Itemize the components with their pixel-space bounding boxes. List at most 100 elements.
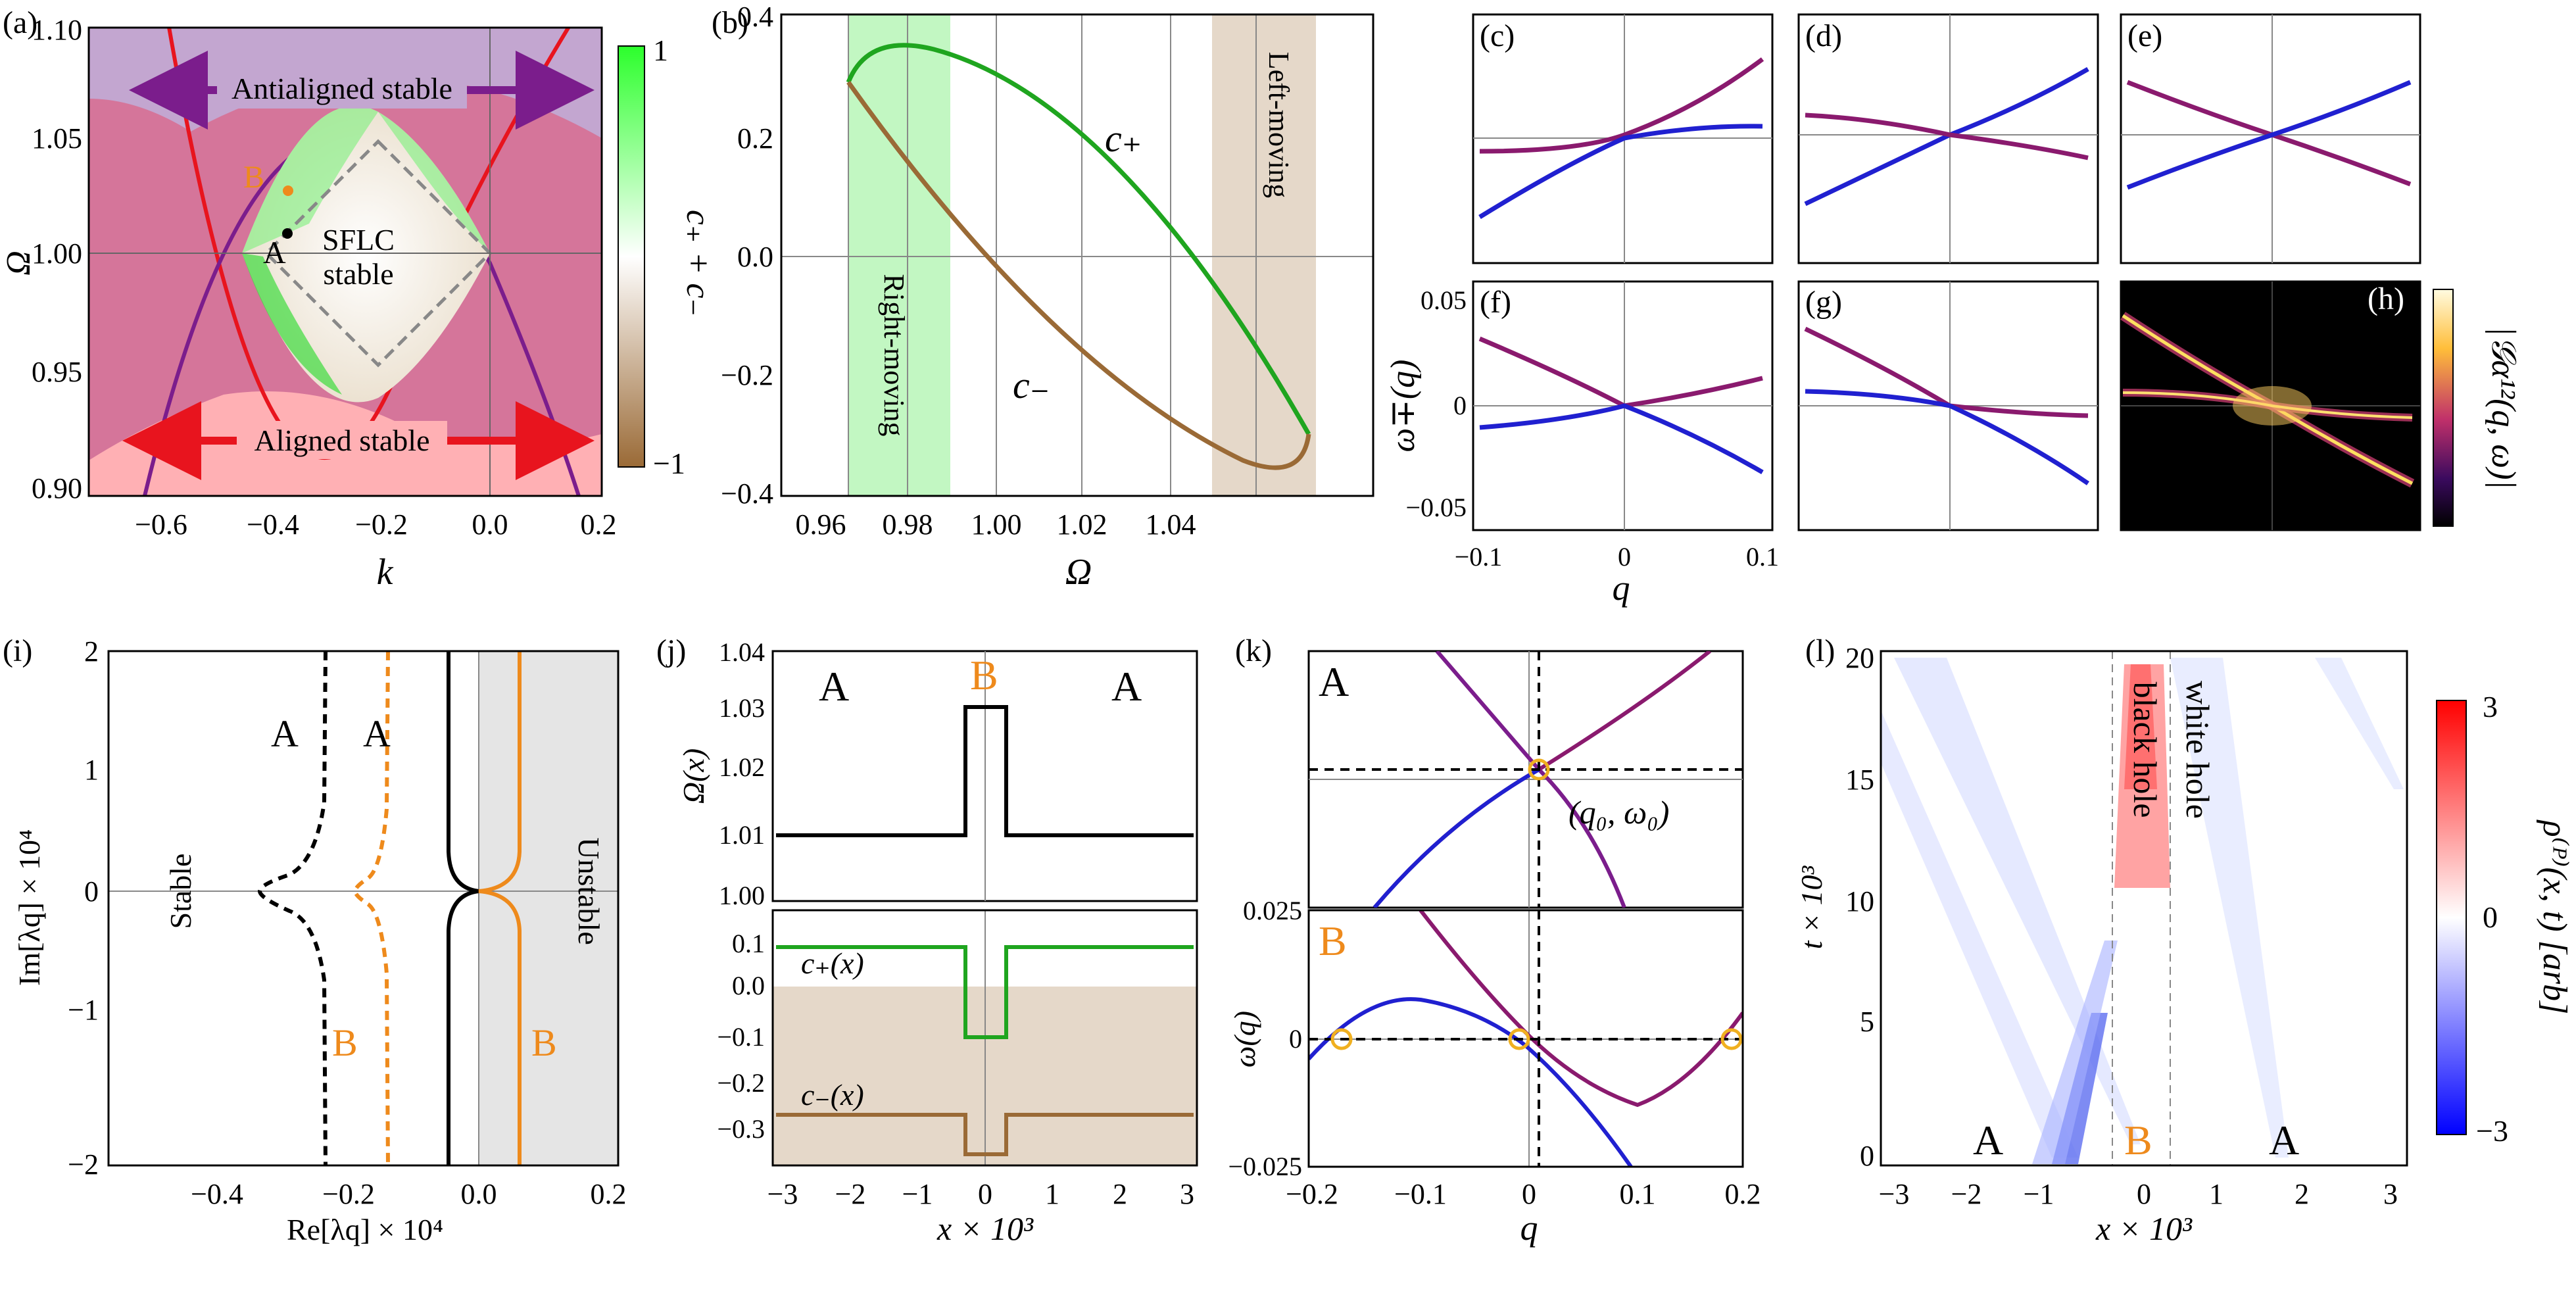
h-colorbar-label: |𝒢α¹²(q, ω)| bbox=[2485, 326, 2522, 489]
label-b1: B bbox=[332, 1021, 358, 1064]
l-colorbar-top: 3 bbox=[2483, 690, 2498, 723]
a-ytick-3: 1.00 bbox=[32, 237, 82, 270]
panel-k: (q₀, ω₀) A B (k) ω(q) q 0.025 0 −0.025 −… bbox=[1228, 633, 1761, 1248]
grid-ytick-2: 0 bbox=[1453, 391, 1467, 420]
grid-ylabel: ω∓(q) bbox=[1384, 360, 1422, 452]
j-xtick-1: −3 bbox=[767, 1178, 798, 1210]
k-xtick-2: −0.1 bbox=[1394, 1178, 1447, 1210]
a-xtick-2: −0.4 bbox=[247, 508, 299, 541]
i-ytick-4: −1 bbox=[68, 994, 99, 1026]
panel-l-colorbar bbox=[2436, 700, 2467, 1135]
point-a-marker bbox=[282, 228, 293, 239]
panel-g-label: (g) bbox=[1805, 285, 1842, 320]
j-xtick-5: 1 bbox=[1045, 1178, 1059, 1210]
k-xtick-5: 0.2 bbox=[1725, 1178, 1761, 1210]
grid-xtick-1: −0.1 bbox=[1455, 542, 1503, 572]
region-top-label: Antialigned stable bbox=[231, 72, 452, 105]
j-xtick-2: −2 bbox=[835, 1178, 866, 1210]
a-xtick-5: 0.2 bbox=[581, 508, 617, 541]
l-xtick-3: −1 bbox=[2024, 1178, 2054, 1210]
panel-a-xlabel: k bbox=[377, 552, 394, 593]
i-xtick-3: 0.0 bbox=[461, 1178, 497, 1210]
panel-e: (e) bbox=[2120, 13, 2421, 264]
panel-c: (c) bbox=[1472, 13, 1774, 264]
a-xtick-1: −0.6 bbox=[135, 508, 187, 541]
band-left-label: Right-moving bbox=[878, 274, 910, 437]
grid-ytick-1: 0.05 bbox=[1421, 285, 1467, 315]
l-ytick-2: 15 bbox=[1845, 764, 1874, 796]
l-xtick-1: −3 bbox=[1879, 1178, 1910, 1210]
k-xtick-1: −0.2 bbox=[1286, 1178, 1338, 1210]
point-b-label: B bbox=[243, 160, 264, 195]
curve-a-dashed bbox=[257, 650, 328, 1166]
a-colorbar-top: 1 bbox=[653, 34, 668, 67]
panel-a-label: (a) bbox=[3, 5, 37, 40]
region-mid-label-1: SFLC bbox=[322, 223, 395, 257]
curve-b-dashed bbox=[352, 650, 390, 1166]
l-label-a1: A bbox=[1973, 1117, 2003, 1163]
a-colorbar-label: c₊ + c₋ bbox=[679, 210, 717, 316]
k-ytick-3: −0.025 bbox=[1228, 1152, 1302, 1181]
l-label-b: B bbox=[2124, 1117, 2152, 1163]
j-ybot-4: −0.2 bbox=[717, 1068, 765, 1098]
panel-a-ylabel: Ω bbox=[0, 251, 37, 276]
j-ytop-2: 1.03 bbox=[719, 693, 765, 723]
curve-b-solid bbox=[478, 651, 522, 1165]
l-label-a2: A bbox=[2269, 1117, 2299, 1163]
j-ytop-5: 1.00 bbox=[719, 881, 765, 910]
l-colorbar-bottom: −3 bbox=[2476, 1114, 2508, 1148]
l-xtick-4: 0 bbox=[2137, 1178, 2151, 1210]
b-xtick-3: 1.00 bbox=[971, 508, 1022, 541]
label-a2: A bbox=[363, 712, 391, 755]
a-ytick-2: 0.95 bbox=[32, 356, 82, 388]
panel-l-xlabel: x × 10³ bbox=[2095, 1210, 2193, 1247]
black-hole-label: black hole bbox=[2127, 682, 2164, 818]
panel-h-colorbar bbox=[2433, 289, 2454, 527]
cminus-label: c₋(x) bbox=[801, 1078, 864, 1112]
l-xtick-6: 2 bbox=[2295, 1178, 2309, 1210]
panel-a: Antialigned stable Aligned stable SFLC s… bbox=[0, 5, 717, 593]
omega-step bbox=[776, 705, 1194, 837]
j-xtick-7: 3 bbox=[1180, 1178, 1194, 1210]
j-ybot-3: −0.1 bbox=[717, 1022, 765, 1052]
a-xtick-3: −0.2 bbox=[355, 508, 408, 541]
k-bottom-label: B bbox=[1319, 917, 1347, 964]
b-ytick-1: 0.4 bbox=[737, 1, 773, 33]
b-xtick-4: 1.02 bbox=[1057, 508, 1107, 541]
panel-l-ylabel: t × 10³ bbox=[1795, 865, 1828, 949]
white-hole-label: white hole bbox=[2179, 681, 2216, 819]
panel-j-xlabel: x × 10³ bbox=[936, 1210, 1034, 1247]
l-xtick-5: 1 bbox=[2209, 1178, 2224, 1210]
panel-d-label: (d) bbox=[1805, 18, 1842, 53]
i-ytick-1: 2 bbox=[84, 635, 99, 668]
i-xtick-2: −0.2 bbox=[322, 1178, 375, 1210]
panel-b: Right-moving Left-moving c₊ c₋ (b) Ω 0.4… bbox=[712, 1, 1374, 593]
a-ytick-1: 0.90 bbox=[32, 472, 82, 504]
k-top-label: A bbox=[1319, 658, 1349, 705]
panel-l-label: (l) bbox=[1805, 633, 1835, 668]
panel-l: black hole white hole A B A (l) t × 10³ … bbox=[1795, 633, 2573, 1247]
i-ytick-2: 1 bbox=[84, 754, 99, 786]
i-xtick-4: 0.2 bbox=[591, 1178, 627, 1210]
panel-i-xlabel: Re[λq] × 10⁴ bbox=[287, 1213, 443, 1246]
panel-h: (h) bbox=[2120, 280, 2421, 531]
point-b-marker bbox=[283, 185, 293, 196]
j-xtick-4: 0 bbox=[978, 1178, 992, 1210]
panel-g: (g) bbox=[1797, 280, 2099, 531]
cplus-step bbox=[776, 945, 1194, 1039]
k-xtick-3: 0 bbox=[1522, 1178, 1536, 1210]
cplus-label: c₊(x) bbox=[801, 946, 864, 980]
right-moving-band bbox=[848, 14, 950, 496]
a-ytick-5: 1.10 bbox=[32, 14, 82, 46]
l-xtick-7: 3 bbox=[2383, 1178, 2398, 1210]
k-ytick-1: 0.025 bbox=[1243, 896, 1302, 925]
j-xtick-6: 2 bbox=[1113, 1178, 1127, 1210]
panel-j-label: (j) bbox=[656, 633, 686, 668]
label-a1: A bbox=[271, 712, 299, 755]
cminus-step bbox=[776, 1113, 1194, 1156]
panel-a-colorbar bbox=[618, 45, 645, 468]
point-label: (q₀, ω₀) bbox=[1568, 794, 1669, 831]
l-colorbar-mid: 0 bbox=[2483, 900, 2498, 934]
j-ybot-1: 0.1 bbox=[732, 929, 765, 958]
